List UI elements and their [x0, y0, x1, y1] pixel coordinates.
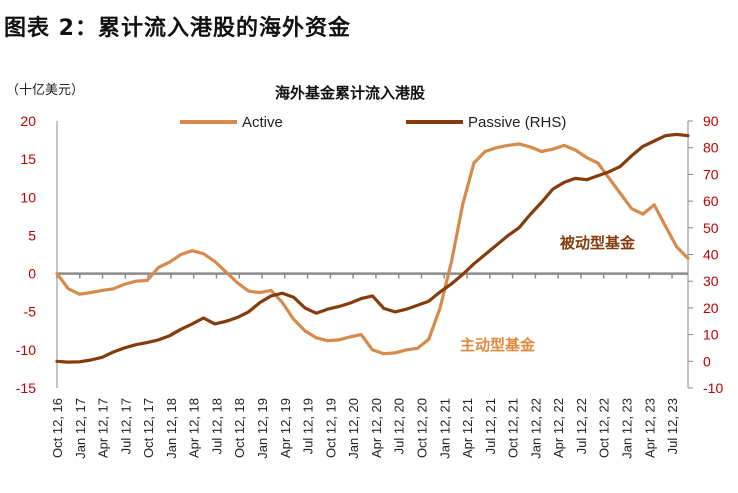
right-axis-tick-label: 40	[703, 247, 719, 263]
left-axis-unit: （十亿美元）	[6, 83, 84, 98]
x-axis-tick-label: Oct 12, 16	[50, 398, 65, 458]
x-axis-tick-label: Jul 12, 20	[392, 398, 407, 454]
x-axis-tick-label: Jul 12, 19	[301, 398, 316, 454]
x-axis-tick-label: Jul 12, 21	[483, 398, 498, 454]
x-axis-tick-label: Jan 12, 18	[164, 398, 179, 459]
left-axis-tick-label: 5	[28, 227, 36, 243]
figure-title: 图表 2：累计流入港股的海外资金	[4, 16, 351, 41]
x-axis-tick-label: Oct 12, 20	[414, 398, 429, 458]
x-axis-tick-label: Apr 12, 22	[551, 398, 566, 458]
legend: Active Passive (RHS)	[180, 114, 566, 131]
left-axis-tick-label: 10	[20, 189, 36, 205]
legend-label-passive: Passive (RHS)	[468, 114, 566, 131]
x-axis-tick-label: Oct 12, 19	[323, 398, 338, 458]
right-axis-tick-label: 60	[703, 193, 719, 209]
x-axis-tick-label: Jan 12, 19	[255, 398, 270, 459]
series-passive-line	[55, 132, 690, 364]
x-axis-tick-label: Apr 12, 21	[460, 398, 475, 458]
x-axis-tick-label: Jul 12, 23	[665, 398, 680, 454]
x-axis-tick-label: Jan 12, 23	[619, 398, 634, 459]
x-axis-tick-label: Oct 12, 17	[141, 398, 156, 458]
right-axis-tick-label: 30	[703, 273, 719, 289]
x-axis-tick-label: Apr 12, 18	[187, 398, 202, 458]
x-axis-tick-label: Apr 12, 23	[642, 398, 657, 458]
left-axis-tick-label: 20	[20, 113, 36, 129]
annotation-active: 主动型基金	[460, 336, 536, 354]
x-axis-tick-label: Jul 12, 18	[209, 398, 224, 454]
left-axis-tick-label: 15	[20, 151, 36, 167]
legend-item-passive: Passive (RHS)	[406, 114, 566, 131]
x-axis-tick-label: Jan 12, 21	[437, 398, 452, 459]
chart-title: 海外基金累计流入港股	[275, 84, 426, 102]
axes: 20151050-5-10-159080706050403020100-10Oc…	[16, 113, 724, 459]
right-axis-tick-label: -10	[703, 380, 723, 396]
x-axis-tick-label: Apr 12, 20	[369, 398, 384, 458]
right-axis-tick-label: 0	[703, 353, 711, 369]
left-axis-tick-label: -10	[16, 342, 36, 358]
right-axis-tick-label: 70	[703, 166, 719, 182]
x-axis-tick-label: Oct 12, 21	[506, 398, 521, 458]
series-layer	[55, 132, 690, 364]
annotation-passive: 被动型基金	[560, 234, 636, 252]
x-axis-tick-label: Oct 12, 18	[232, 398, 247, 458]
legend-item-active: Active	[180, 114, 283, 131]
right-axis-tick-label: 90	[703, 113, 719, 129]
right-axis-tick-label: 20	[703, 300, 719, 316]
legend-label-active: Active	[242, 114, 283, 131]
left-axis-tick-label: 0	[28, 266, 36, 282]
x-axis-tick-label: Jul 12, 17	[118, 398, 133, 454]
x-axis-tick-label: Apr 12, 19	[278, 398, 293, 458]
x-axis-tick-label: Oct 12, 22	[597, 398, 612, 458]
series-active-line	[55, 142, 690, 356]
left-axis-tick-label: -5	[24, 304, 37, 320]
right-axis-tick-label: 50	[703, 220, 719, 236]
left-axis-tick-label: -15	[16, 380, 36, 396]
x-axis-tick-label: Jan 12, 22	[528, 398, 543, 459]
right-axis-tick-label: 10	[703, 327, 719, 343]
x-axis-tick-label: Apr 12, 17	[96, 398, 111, 458]
x-axis-tick-label: Jul 12, 22	[574, 398, 589, 454]
x-axis-tick-label: Jan 12, 17	[73, 398, 88, 459]
right-axis-tick-label: 80	[703, 140, 719, 156]
x-axis-tick-label: Jan 12, 20	[346, 398, 361, 459]
